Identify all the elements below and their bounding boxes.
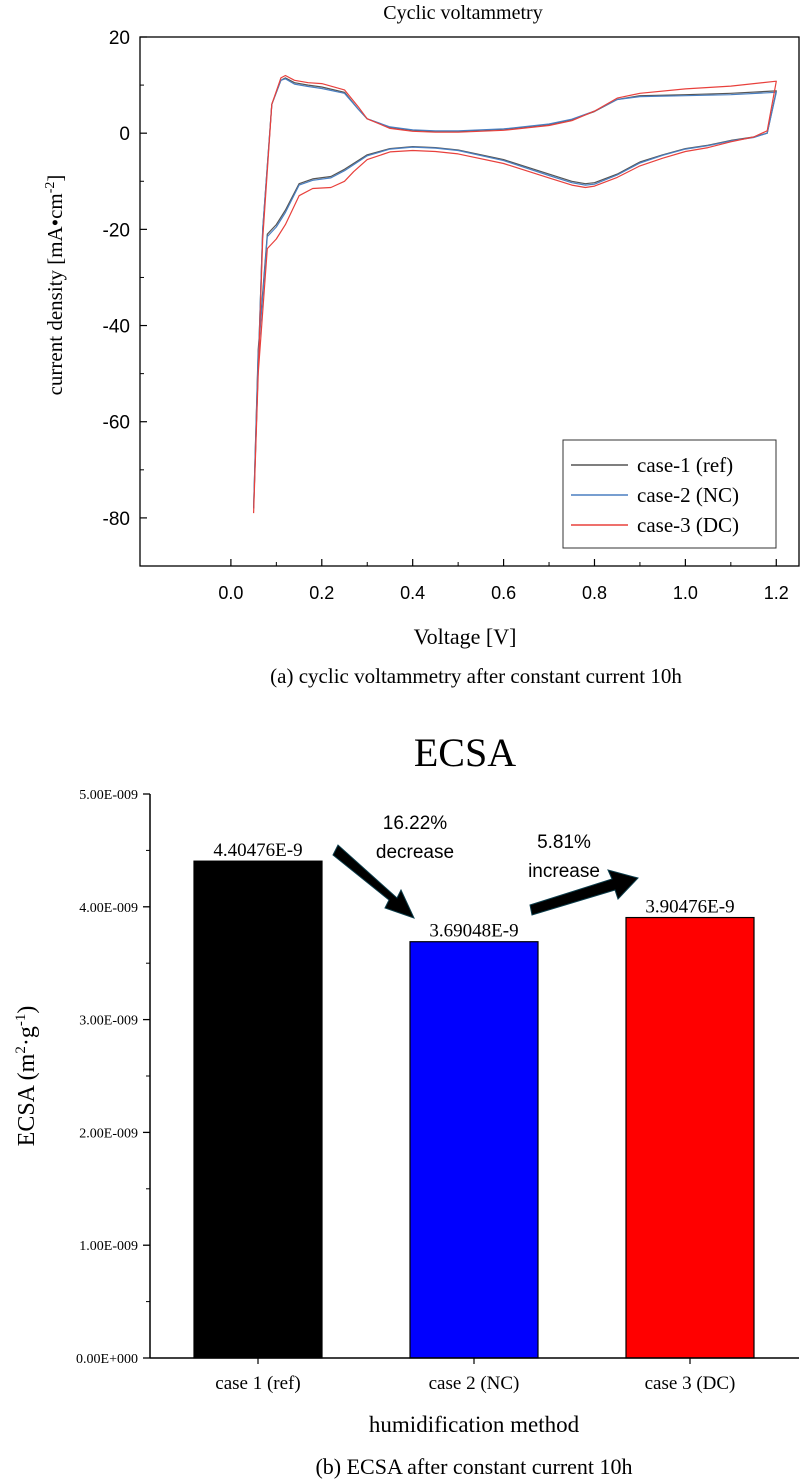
- ecsa-bar-2: [409, 941, 539, 1359]
- ecsa-bar-1: [193, 860, 323, 1359]
- cv-y-tick-label: -40: [103, 317, 130, 338]
- ecsa-category-label-1: case 1 (ref): [215, 1373, 300, 1394]
- ecsa-x-axis-label: humidification method: [369, 1412, 580, 1437]
- cv-x-tick-label: 1.0: [673, 583, 698, 603]
- decrease-word-label: decrease: [376, 842, 454, 863]
- ecsa-value-label-3: 3.90476E-9: [645, 897, 734, 918]
- ecsa-y-tick-label: 2.00E-009: [79, 1126, 138, 1141]
- ecsa-caption: (b) ECSA after constant current 10h: [315, 1454, 632, 1479]
- increase-arrow-icon: [529, 869, 639, 916]
- ecsa-chart: ECSA 4.40476E-9 3.69048E-9 3.90476E-9 0.00…: [13, 730, 799, 1479]
- cv-x-tick-label: 1.2: [764, 583, 789, 603]
- ecsa-title: ECSA: [414, 730, 516, 775]
- increase-word-label: increase: [528, 861, 600, 882]
- ecsa-category-label-2: case 2 (NC): [429, 1373, 520, 1394]
- cv-plot-frame: [139, 36, 800, 567]
- ecsa-y-tick-label: 4.00E-009: [79, 901, 138, 916]
- ecsa-y-tick-label: 1.00E-009: [79, 1239, 138, 1254]
- cv-x-tick-label: 0.4: [400, 583, 425, 603]
- increase-pct-label: 5.81%: [537, 832, 591, 853]
- cv-x-tick-label: 0.2: [309, 583, 334, 603]
- cv-x-tick-label: 0.0: [218, 583, 243, 603]
- cv-y-tick-label: -80: [103, 509, 130, 530]
- ecsa-value-label-2: 3.69048E-9: [429, 921, 518, 942]
- ecsa-y-axis-label: ECSA (m2·g-1): [13, 1006, 40, 1147]
- ecsa-value-label-1: 4.40476E-9: [213, 840, 302, 861]
- ecsa-y-tick-label: 3.00E-009: [79, 1014, 138, 1029]
- cv-legend-label-2: case-2 (NC): [637, 483, 739, 507]
- cv-chart: Cyclic voltammetry 0.0 0.2 0.4 0.6 0.8 1.0 1.2…: [43, 2, 800, 688]
- ecsa-increase-arrow: 5.81% increase: [528, 832, 639, 916]
- ecsa-y-tick-label: 5.00E-009: [79, 788, 138, 803]
- ecsa-bar-3: [625, 916, 755, 1359]
- cv-x-tick-label: 0.6: [491, 583, 516, 603]
- cv-legend-label-3: case-3 (DC): [637, 513, 739, 537]
- cv-y-tick-label: -60: [103, 413, 130, 434]
- cv-y-axis-label: current density [mA•cm-2]: [43, 175, 67, 396]
- cv-y-tick-label: 0: [119, 124, 130, 145]
- ecsa-y-tick-label: 0.00E+000: [76, 1352, 138, 1367]
- cv-x-axis-label: Voltage [V]: [414, 624, 517, 649]
- decrease-arrow-icon: [332, 844, 415, 919]
- cv-legend-box: [562, 439, 777, 549]
- cv-title: Cyclic voltammetry: [383, 2, 542, 24]
- cv-caption: (a) cyclic voltammetry after constant cu…: [270, 664, 682, 688]
- decrease-pct-label: 16.22%: [383, 813, 448, 834]
- cv-legend-label-1: case-1 (ref): [637, 453, 733, 477]
- cv-x-tick-label: 0.8: [582, 583, 607, 603]
- ecsa-decrease-arrow: 16.22% decrease: [332, 813, 454, 919]
- cv-y-tick-label: 20: [109, 28, 130, 49]
- cv-series-line-3: [253, 74, 777, 514]
- cv-legend: case-1 (ref) case-2 (NC) case-3 (DC): [562, 439, 777, 549]
- ecsa-category-label-3: case 3 (DC): [645, 1373, 736, 1394]
- cv-y-tick-label: -20: [103, 220, 130, 241]
